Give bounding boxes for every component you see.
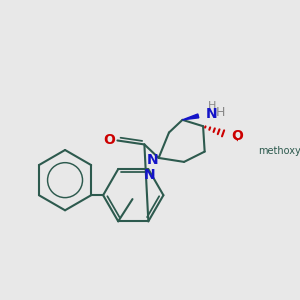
Text: O: O <box>232 129 244 143</box>
Text: H: H <box>208 101 216 111</box>
Text: H: H <box>216 106 225 119</box>
Polygon shape <box>182 114 199 120</box>
Text: methoxy: methoxy <box>259 146 300 156</box>
Text: N: N <box>144 169 156 182</box>
Text: N: N <box>146 152 158 167</box>
Text: O: O <box>103 134 116 148</box>
Text: N: N <box>206 107 218 121</box>
